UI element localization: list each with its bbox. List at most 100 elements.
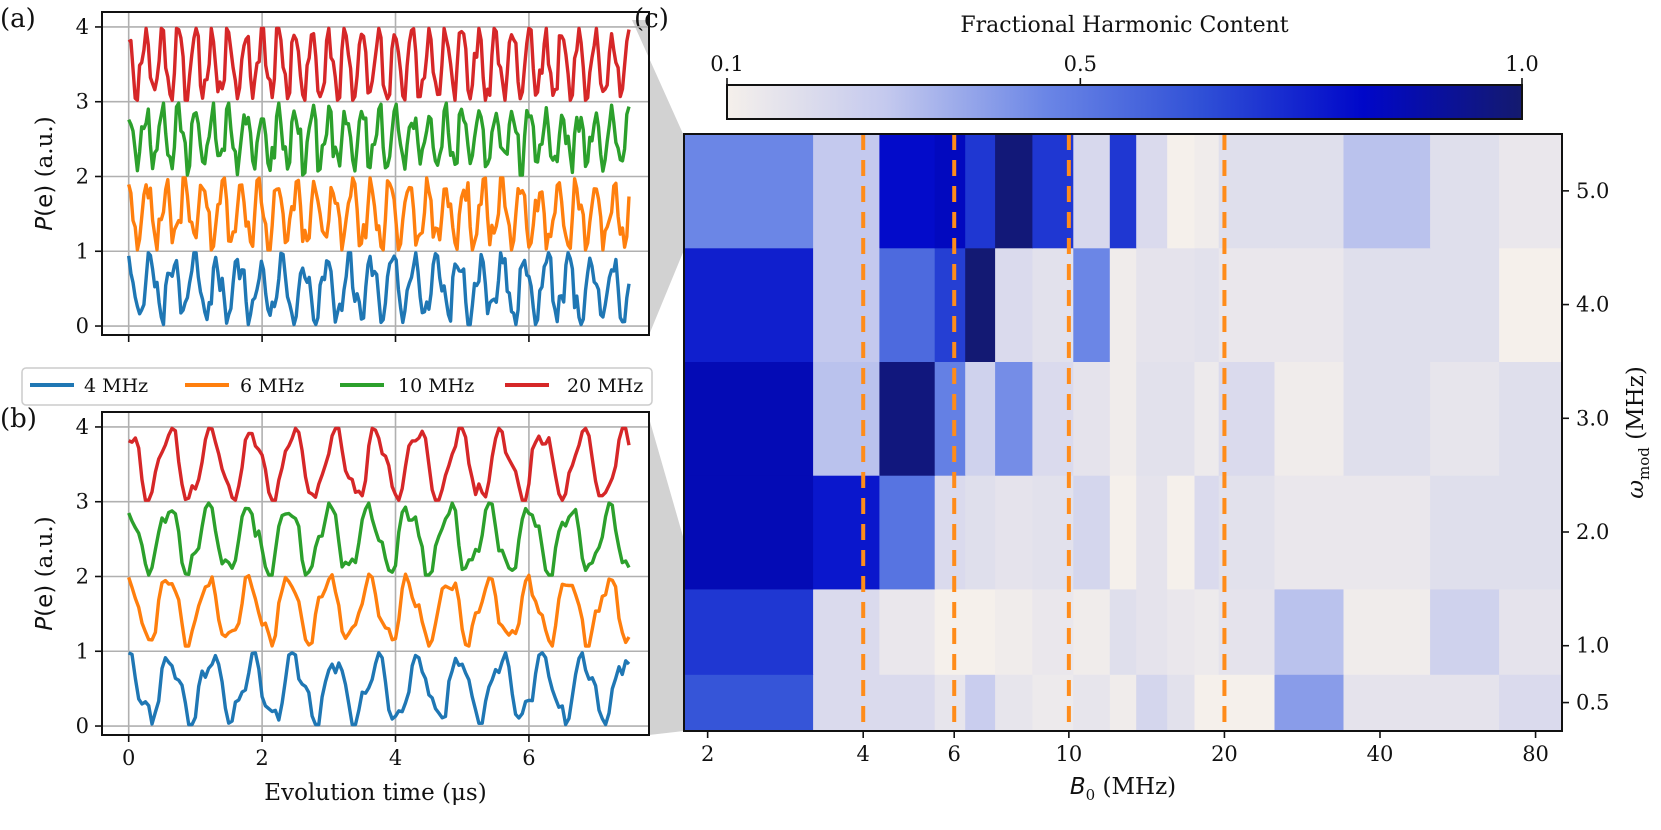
heatmap-cell — [1136, 134, 1168, 249]
heatmap-cell — [965, 588, 996, 675]
series-line-20mhz — [127, 426, 631, 502]
x-axis-label: B0 (MHz) — [1070, 774, 1176, 804]
heatmap-cell — [1109, 247, 1137, 362]
heatmap-cell — [1274, 588, 1345, 675]
x-tick-label: 2 — [255, 746, 268, 770]
heatmap-cell — [1167, 475, 1195, 590]
heatmap-cell — [1136, 361, 1168, 476]
heatmap-cell — [1109, 134, 1137, 249]
heatmap-cell — [1343, 361, 1431, 476]
heatmap-cell — [1430, 475, 1500, 590]
y-tick-label: 0 — [76, 314, 89, 338]
heatmap-cell — [684, 134, 814, 249]
panel-letter-b: (b) — [0, 404, 37, 434]
heatmap-cell — [1218, 588, 1276, 675]
x-tick-label: 10 — [1055, 742, 1082, 766]
heatmap-cell — [1430, 134, 1500, 249]
y-tick-label: 1 — [76, 639, 89, 663]
colorbar-tick-label: 0.1 — [710, 52, 743, 76]
heatmap-cell — [1167, 361, 1195, 476]
series-group — [127, 426, 631, 727]
series-line-6mhz — [127, 572, 631, 648]
panel-a-line-chart: 0 1 2 3 4 P(e) (a.u.) — [32, 11, 650, 342]
connector-a — [632, 20, 684, 335]
x-tick-label: 6 — [522, 746, 535, 770]
heatmap-cell — [995, 475, 1033, 590]
heatmap-cell — [813, 134, 880, 249]
colorbar-tick-label: 1.0 — [1505, 52, 1538, 76]
heatmap-cell — [1430, 588, 1500, 675]
heatmap-cell — [684, 674, 814, 732]
colorbar-gradient — [726, 84, 1523, 120]
series-line-20mhz — [127, 26, 631, 102]
heatmap-cell — [965, 361, 996, 476]
heatmap-cell — [1430, 674, 1500, 732]
y-tick-label: 2.0 — [1576, 520, 1609, 544]
legend-label-10mhz: 10 MHz — [398, 375, 474, 397]
heatmap-cell — [934, 674, 966, 732]
heatmap-cell — [1167, 674, 1195, 732]
heatmap-cell — [1274, 475, 1345, 590]
heatmap-cell — [1499, 134, 1563, 249]
colorbar-title: Fractional Harmonic Content — [960, 13, 1288, 38]
heatmap-cell — [1499, 588, 1563, 675]
heatmap-cell — [1073, 361, 1111, 476]
plot-frame — [101, 11, 650, 336]
heatmap-cell — [1136, 475, 1168, 590]
heatmap-cell — [965, 134, 996, 249]
heatmap-cell — [1194, 134, 1220, 249]
panel-c-heatmap: 2 4 6 10 20 40 80 0.5 1.0 2.0 3.0 4.0 5.0 B0 (MHz) ωmo… — [683, 133, 1653, 804]
heatmap-cell — [934, 588, 966, 675]
y-axis-label: P(e) (a.u.) — [32, 116, 58, 230]
series-line-10mhz — [127, 501, 631, 577]
heatmap-cell — [1109, 674, 1137, 732]
heatmap-cell — [1194, 247, 1220, 362]
heatmap-cell — [879, 674, 936, 732]
heatmap-cell — [1073, 134, 1111, 249]
heatmap-cell — [1343, 247, 1431, 362]
heatmap-frame — [683, 133, 1563, 732]
heatmap-cell — [1167, 134, 1195, 249]
heatmap-cell — [1136, 247, 1168, 362]
heatmap-cell — [1499, 361, 1563, 476]
heatmap-cell — [965, 475, 996, 590]
heatmap-cell — [1073, 247, 1111, 362]
heatmap-cell — [1218, 247, 1276, 362]
y-axis-label: ωmod (MHz) — [1623, 366, 1653, 499]
x-tick-label: 20 — [1211, 742, 1238, 766]
heatmap-cell — [1218, 475, 1276, 590]
heatmap-cell — [684, 361, 814, 476]
panel-b-line-chart: 0 2 4 6 0 1 2 3 4 P(e) (a.u.) Evolution time (μs) — [32, 411, 650, 806]
heatmap-cell — [1430, 247, 1500, 362]
heatmap-cell — [934, 475, 966, 590]
x-tick-label: 4 — [389, 746, 402, 770]
series-line-4mhz — [127, 251, 631, 327]
x-tick-label: 4 — [857, 742, 870, 766]
series-line-10mhz — [127, 101, 631, 177]
heatmap-cell — [1194, 674, 1220, 732]
heatmap-cell — [1194, 361, 1220, 476]
heatmap-cell — [1430, 361, 1500, 476]
y-tick-label: 4.0 — [1576, 293, 1609, 317]
legend-frame — [21, 367, 653, 406]
legend: 4 MHz 6 MHz 10 MHz 20 MHz — [21, 367, 653, 406]
heatmap-cell — [1343, 588, 1431, 675]
legend-label-20mhz: 20 MHz — [567, 375, 643, 397]
panel-letter-c: (c) — [634, 4, 669, 34]
y-tick-label: 2 — [76, 564, 89, 588]
heatmap-cell — [813, 247, 880, 362]
heatmap-cell — [879, 475, 936, 590]
heatmap-cell — [1343, 674, 1431, 732]
heatmap-cell — [684, 588, 814, 675]
heatmap-cell — [1194, 588, 1220, 675]
y-tick-label: 4 — [76, 415, 89, 439]
x-tick-label: 40 — [1367, 742, 1394, 766]
y-tick-label: 0.5 — [1576, 691, 1609, 715]
heatmap-cell — [1073, 674, 1111, 732]
heatmap-cell — [995, 674, 1033, 732]
heatmap-cell — [1136, 588, 1168, 675]
x-tick-label: 0 — [122, 746, 135, 770]
colorbar-tick-label: 0.5 — [1064, 52, 1097, 76]
heatmap-cell — [879, 588, 936, 675]
y-tick-label: 3.0 — [1576, 406, 1609, 430]
